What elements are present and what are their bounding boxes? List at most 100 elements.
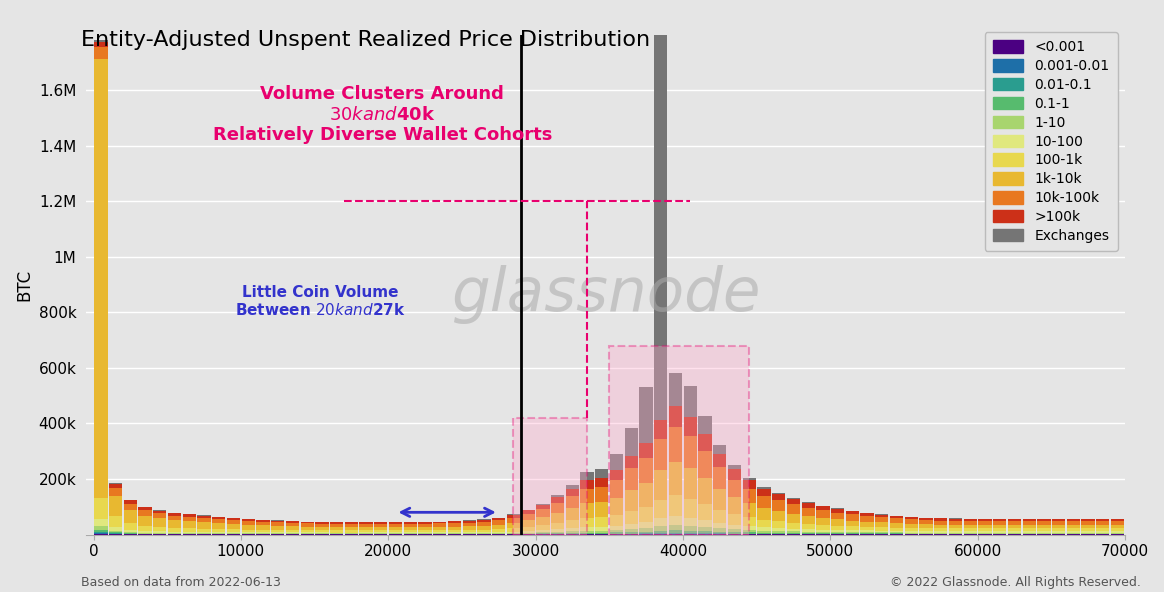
Bar xyxy=(256,532,270,533)
Bar xyxy=(1008,531,1021,533)
Bar xyxy=(595,469,609,478)
Bar xyxy=(227,518,240,520)
Bar xyxy=(920,525,932,528)
Bar xyxy=(1081,525,1094,528)
Bar xyxy=(1110,521,1124,525)
Bar xyxy=(698,531,711,533)
Bar xyxy=(639,532,653,533)
Bar xyxy=(551,513,565,523)
Bar xyxy=(669,462,682,496)
Bar xyxy=(1096,531,1109,533)
Bar xyxy=(743,489,755,503)
Bar xyxy=(787,529,800,531)
Bar xyxy=(1066,525,1080,528)
Bar xyxy=(728,480,741,497)
Bar xyxy=(875,533,888,534)
Bar xyxy=(198,518,211,522)
Bar xyxy=(123,532,137,533)
Bar xyxy=(698,527,711,531)
Bar xyxy=(566,532,579,533)
Bar xyxy=(94,519,107,526)
Bar xyxy=(625,490,638,510)
Bar xyxy=(1037,528,1051,531)
Bar xyxy=(154,527,166,531)
Bar xyxy=(669,516,682,525)
Bar xyxy=(227,533,240,534)
Bar xyxy=(212,519,226,523)
Bar xyxy=(654,519,667,526)
Bar xyxy=(521,510,534,514)
Bar xyxy=(728,529,741,532)
Bar xyxy=(831,509,844,513)
Bar xyxy=(890,531,903,532)
Bar xyxy=(139,507,151,510)
Bar xyxy=(271,526,284,530)
Bar xyxy=(831,530,844,532)
Bar xyxy=(875,517,888,523)
Bar xyxy=(610,530,623,532)
Bar xyxy=(860,516,874,522)
Bar xyxy=(654,439,667,470)
Bar xyxy=(1008,521,1021,525)
Bar xyxy=(139,516,151,526)
Bar xyxy=(625,428,638,456)
Bar xyxy=(1052,519,1065,521)
Bar xyxy=(758,520,771,527)
Bar xyxy=(728,525,741,529)
Bar xyxy=(787,531,800,533)
Bar xyxy=(227,520,240,524)
Bar xyxy=(639,533,653,534)
Bar xyxy=(758,527,771,530)
Bar xyxy=(875,532,888,533)
Bar xyxy=(1022,525,1036,528)
Bar xyxy=(683,417,697,436)
Bar xyxy=(1037,525,1051,528)
Bar xyxy=(521,527,534,531)
Bar xyxy=(714,533,726,534)
Bar xyxy=(404,530,417,532)
Bar xyxy=(683,526,697,530)
Bar xyxy=(1037,531,1051,533)
Bar xyxy=(758,496,771,508)
Bar xyxy=(1096,519,1109,521)
Bar xyxy=(595,478,609,487)
Bar xyxy=(669,373,682,406)
Bar xyxy=(846,514,859,520)
Bar xyxy=(978,519,992,521)
Bar xyxy=(728,533,741,534)
Bar xyxy=(831,533,844,534)
Bar xyxy=(949,525,963,528)
Bar xyxy=(94,526,107,530)
Bar xyxy=(94,40,107,42)
Bar xyxy=(551,529,565,532)
Bar xyxy=(993,521,1007,525)
Bar xyxy=(949,531,963,533)
Bar xyxy=(904,517,918,519)
Bar xyxy=(331,522,343,524)
Bar xyxy=(1052,525,1065,528)
Bar xyxy=(242,525,255,529)
Bar xyxy=(448,522,461,523)
Bar xyxy=(242,521,255,525)
Bar xyxy=(300,527,314,530)
Bar xyxy=(610,532,623,534)
Bar xyxy=(389,524,403,527)
Bar xyxy=(154,513,166,518)
Bar xyxy=(595,530,609,533)
Bar xyxy=(698,478,711,504)
Bar xyxy=(802,502,815,503)
Bar xyxy=(846,532,859,533)
Bar xyxy=(787,498,800,504)
Bar xyxy=(802,532,815,533)
Bar xyxy=(433,523,447,527)
Bar xyxy=(978,528,992,531)
Bar xyxy=(802,503,815,507)
Bar xyxy=(1081,521,1094,525)
Bar xyxy=(610,480,623,497)
Bar xyxy=(477,520,490,522)
Bar xyxy=(1008,525,1021,528)
Bar xyxy=(904,528,918,531)
Bar xyxy=(846,520,859,526)
Bar xyxy=(521,520,534,527)
Bar xyxy=(625,532,638,533)
